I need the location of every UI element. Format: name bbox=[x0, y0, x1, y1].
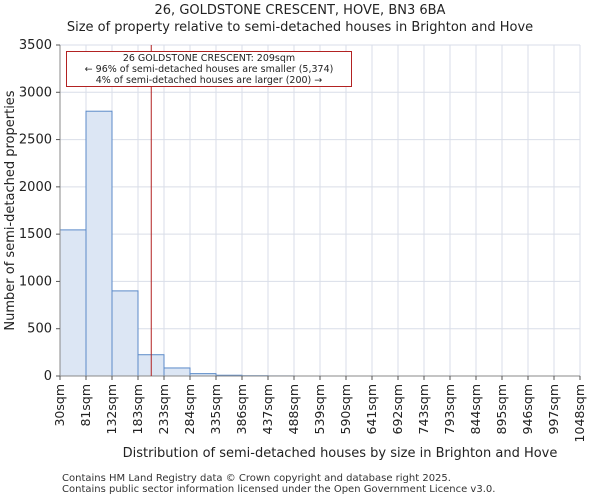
y-tick-label: 3000 bbox=[19, 85, 52, 100]
x-tick-label: 641sqm bbox=[364, 384, 379, 434]
histogram-bar bbox=[59, 229, 87, 377]
chart-title: 26, GOLDSTONE CRESCENT, HOVE, BN3 6BA bbox=[154, 3, 446, 18]
y-tick-label: 2000 bbox=[19, 180, 52, 195]
x-tick-label: 590sqm bbox=[338, 384, 353, 434]
x-tick-label: 1048sqm bbox=[572, 384, 587, 442]
footer-copyright: Contains HM Land Registry data © Crown c… bbox=[62, 473, 451, 484]
y-tick-label: 0 bbox=[44, 369, 52, 384]
x-tick-label: 132sqm bbox=[104, 384, 119, 434]
x-tick-label: 233sqm bbox=[156, 384, 171, 434]
x-tick-label: 81sqm bbox=[78, 384, 93, 427]
chart-subtitle: Size of property relative to semi-detach… bbox=[66, 20, 534, 35]
y-tick-label: 1000 bbox=[19, 274, 52, 289]
x-tick-label: 743sqm bbox=[416, 384, 431, 434]
x-tick-label: 488sqm bbox=[286, 384, 301, 434]
histogram-bar bbox=[163, 367, 191, 377]
x-tick-label: 30sqm bbox=[52, 384, 67, 427]
footer-licence: Contains public sector information licen… bbox=[62, 484, 496, 495]
x-tick-label: 539sqm bbox=[312, 384, 327, 434]
x-tick-label: 692sqm bbox=[390, 384, 405, 434]
y-tick-label: 500 bbox=[27, 322, 52, 337]
histogram-bar bbox=[85, 110, 113, 377]
x-tick-label: 183sqm bbox=[130, 384, 145, 434]
x-tick-label: 946sqm bbox=[520, 384, 535, 434]
annotation-line-3: 4% of semi-detached houses are larger (2… bbox=[95, 75, 323, 86]
annotation-line-2: ← 96% of semi-detached houses are smalle… bbox=[84, 64, 334, 75]
x-tick-label: 793sqm bbox=[442, 384, 457, 434]
y-tick-label: 2500 bbox=[19, 133, 52, 148]
y-tick-label: 3500 bbox=[19, 38, 52, 53]
property-annotation-box: 26 GOLDSTONE CRESCENT: 209sqm ← 96% of s… bbox=[66, 51, 352, 87]
x-tick-label: 386sqm bbox=[234, 384, 249, 434]
x-tick-label: 844sqm bbox=[468, 384, 483, 434]
x-tick-label: 895sqm bbox=[494, 384, 509, 434]
y-axis-label: Number of semi-detached properties bbox=[3, 90, 18, 330]
histogram-bar bbox=[111, 290, 139, 377]
x-tick-label: 335sqm bbox=[208, 384, 223, 434]
x-axis-label: Distribution of semi-detached houses by … bbox=[123, 446, 558, 461]
annotation-line-1: 26 GOLDSTONE CRESCENT: 209sqm bbox=[122, 53, 296, 64]
x-tick-label: 284sqm bbox=[182, 384, 197, 434]
x-tick-label: 437sqm bbox=[260, 384, 275, 434]
y-tick-label: 1500 bbox=[19, 227, 52, 242]
x-tick-label: 997sqm bbox=[546, 384, 561, 434]
